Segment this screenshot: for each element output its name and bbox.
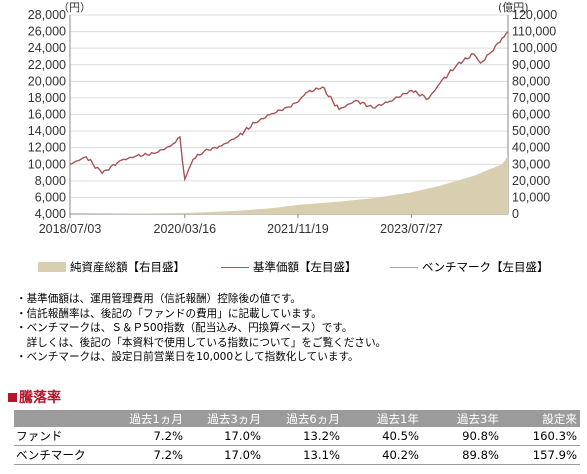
- legend-swatch-assets: [38, 262, 66, 272]
- y-left-tick-label: 4,000: [35, 207, 66, 221]
- legend-label-nav: 基準価額【左目盛】: [253, 260, 357, 274]
- table-cell: 7.2%: [109, 445, 186, 465]
- y-axis-right-ticks: 120,000 110,000 100,000 90,000 80,000 70,000 6…: [512, 8, 557, 221]
- y-right-tick-label: 0: [512, 207, 519, 221]
- legend-swatch-nav: [221, 266, 249, 268]
- y-right-tick-label: 60,000: [512, 108, 550, 122]
- table-cell: 90.8%: [422, 427, 502, 446]
- note-line: ・ベンチマークは、Ｓ＆Ｐ500指数（配当込み、円換算ベース）です。: [16, 322, 353, 335]
- chart-legend: 純資産総額【右目盛】 基準価額【左目盛】 ベンチマーク【左目盛】: [0, 259, 587, 275]
- note-line: ・ベンチマークは、設定日前営業日を10,000として指数化しています。: [16, 351, 359, 364]
- y-right-tick-label: 30,000: [512, 157, 550, 171]
- row-label: ベンチマーク: [14, 445, 109, 465]
- y-left-tick-label: 18,000: [28, 91, 66, 105]
- column-header: 過去1年: [343, 410, 422, 427]
- net-assets-area: [70, 156, 508, 214]
- legend-item-assets: 純資産総額【右目盛】: [38, 259, 185, 275]
- note-line: 詳しくは、後記の「本資料で使用している指数について」をご覧ください。: [16, 336, 387, 349]
- y-left-tick-label: 28,000: [28, 8, 66, 22]
- column-header: 設定来: [502, 410, 580, 427]
- benchmark-line: [69, 31, 509, 182]
- legend-item-benchmark: ベンチマーク【左目盛】: [390, 259, 549, 275]
- table-row: ベンチマーク 7.2% 17.0% 13.1% 40.2% 89.8% 157.…: [14, 445, 580, 465]
- table-cell: 160.3%: [502, 427, 580, 446]
- y-left-tick-label: 22,000: [28, 58, 66, 72]
- y-left-tick-label: 26,000: [28, 25, 66, 39]
- table-header-row: 過去1ヵ月 過去3ヵ月 過去6ヵ月 過去1年 過去3年 設定来: [14, 410, 580, 427]
- note-line: ・基準価額は、運用管理費用（信託報酬）控除後の値です。: [16, 293, 301, 305]
- note-line: ・信託報酬率は、後記の「ファンドの費用」に記載しています。: [16, 307, 322, 320]
- table-cell: 17.0%: [186, 445, 264, 465]
- legend-item-nav: 基準価額【左目盛】: [221, 259, 357, 275]
- table-cell: 89.8%: [422, 445, 502, 465]
- table-cell: 40.5%: [343, 427, 422, 446]
- y-right-tick-label: 100,000: [512, 41, 557, 55]
- y-right-tick-label: 110,000: [512, 25, 556, 39]
- column-header: 過去6ヵ月: [264, 410, 343, 427]
- x-axis-ticks: 2018/07/03 2020/03/16 2021/11/19 2023/07/27: [39, 222, 443, 236]
- table-cell: 13.1%: [264, 445, 343, 465]
- y-right-tick-label: 70,000: [512, 91, 550, 105]
- legend-label-benchmark: ベンチマーク【左目盛】: [422, 260, 549, 274]
- table-cell: 13.2%: [264, 427, 343, 446]
- section-title-text: 騰落率: [19, 390, 61, 406]
- y-axis-left-ticks: 28,000 26,000 24,000 22,000 20,000 18,000 16,0…: [28, 8, 66, 221]
- legend-label-assets: 純資産総額【右目盛】: [70, 260, 185, 274]
- y-right-tick-label: 120,000: [512, 8, 557, 22]
- y-right-tick-label: 10,000: [512, 190, 550, 204]
- y-right-tick-label: 50,000: [512, 124, 550, 138]
- section-marker-icon: [8, 392, 17, 402]
- nav-line: [69, 31, 509, 182]
- y-right-tick-label: 20,000: [512, 174, 550, 188]
- table-cell: 17.0%: [186, 427, 264, 446]
- x-tick-label: 2023/07/27: [380, 222, 443, 236]
- right-axis-unit: (億円): [498, 1, 529, 14]
- y-left-tick-label: 12,000: [28, 141, 66, 155]
- column-header: 過去3年: [422, 410, 502, 427]
- chart-notes: ・基準価額は、運用管理費用（信託報酬）控除後の値です。 ・信託報酬率は、後記の「…: [16, 292, 386, 365]
- table-row: ファンド 7.2% 17.0% 13.2% 40.5% 90.8% 160.3%: [14, 427, 580, 446]
- x-tick-label: 2018/07/03: [39, 222, 102, 236]
- performance-table: 過去1ヵ月 過去3ヵ月 過去6ヵ月 過去1年 過去3年 設定来 ファンド 7.2…: [14, 410, 580, 465]
- row-label: ファンド: [14, 427, 109, 446]
- header-corner: [14, 410, 109, 427]
- table-cell: 157.9%: [502, 445, 580, 465]
- y-right-tick-label: 90,000: [512, 58, 550, 72]
- y-left-tick-label: 10,000: [28, 157, 66, 171]
- legend-swatch-benchmark: [390, 266, 418, 268]
- column-header: 過去1ヵ月: [109, 410, 186, 427]
- x-tick-label: 2021/11/19: [267, 222, 329, 236]
- x-tick-label: 2020/03/16: [154, 222, 217, 236]
- section-title: 騰落率: [8, 387, 61, 407]
- y-left-tick-label: 14,000: [28, 124, 66, 138]
- y-left-tick-label: 6,000: [35, 190, 66, 204]
- column-header: 過去3ヵ月: [186, 410, 264, 427]
- y-right-tick-label: 80,000: [512, 74, 550, 88]
- y-right-tick-label: 40,000: [512, 141, 550, 155]
- table-cell: 7.2%: [109, 427, 186, 446]
- left-axis-unit: （円）: [58, 1, 91, 14]
- y-left-tick-label: 8,000: [35, 174, 66, 188]
- y-left-tick-label: 16,000: [28, 108, 66, 122]
- performance-chart: 28,000 26,000 24,000 22,000 20,000 18,000 16,0…: [28, 1, 557, 236]
- y-left-tick-label: 24,000: [28, 41, 66, 55]
- table-cell: 40.2%: [343, 445, 422, 465]
- y-left-tick-label: 20,000: [28, 74, 66, 88]
